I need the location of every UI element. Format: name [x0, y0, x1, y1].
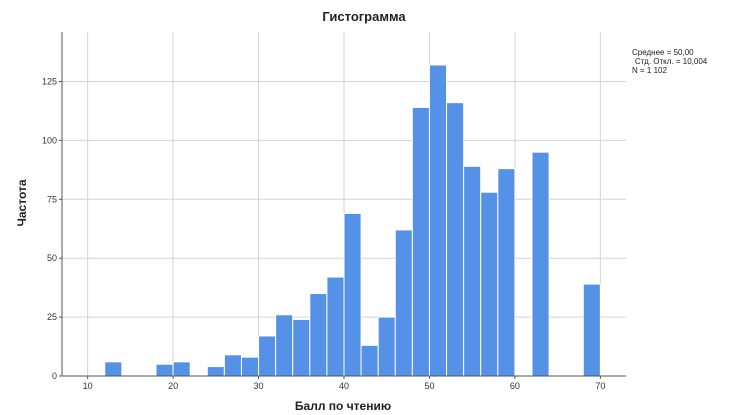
- histogram-bar: [531, 151, 550, 377]
- stats-n: N = 1 102: [632, 66, 667, 75]
- y-tick-label: 100: [42, 135, 57, 145]
- histogram-bar: [275, 314, 294, 377]
- histogram-bar: [309, 293, 328, 377]
- x-tick-label: 50: [424, 381, 434, 391]
- histogram-bar: [497, 168, 516, 377]
- histogram-bar: [377, 316, 396, 377]
- y-axis-label: Частота: [15, 179, 29, 227]
- histogram-bar: [463, 165, 482, 377]
- x-axis-label: Балл по чтению: [294, 399, 392, 413]
- histogram-bar: [480, 191, 499, 377]
- x-tick-label: 40: [339, 381, 349, 391]
- tick-labels: 0 25 50 75 100 125 10 20 30 40 50 60 70: [42, 76, 605, 391]
- histogram-bar: [326, 276, 345, 377]
- histogram-bar: [206, 366, 225, 377]
- histogram-bar: [343, 212, 362, 377]
- y-tick-label: 125: [42, 76, 57, 86]
- x-tick-label: 60: [510, 381, 520, 391]
- y-tick-label: 50: [47, 253, 57, 263]
- histogram-bar: [172, 361, 191, 377]
- histogram-bar: [292, 318, 311, 377]
- x-tick-label: 20: [168, 381, 178, 391]
- histogram-bar: [411, 106, 430, 377]
- histogram-bars: [104, 64, 601, 377]
- histogram-bar: [446, 102, 465, 377]
- y-tick-label: 25: [47, 312, 57, 322]
- histogram-bar: [240, 356, 260, 377]
- histogram-bar: [155, 363, 174, 377]
- histogram-bar: [104, 361, 123, 377]
- histogram-bar: [223, 354, 242, 377]
- x-tick-label: 30: [254, 381, 264, 391]
- x-tick-label: 10: [83, 381, 93, 391]
- axes: [59, 32, 626, 379]
- y-tick-label: 0: [52, 371, 57, 381]
- histogram-bar: [582, 283, 601, 377]
- histogram-bar: [394, 229, 413, 377]
- histogram-bar: [428, 64, 448, 377]
- stats-mean: Среднее = 50,00: [632, 48, 694, 57]
- y-tick-label: 75: [47, 194, 57, 204]
- chart-title: Гистограмма: [322, 9, 406, 24]
- histogram-bar: [258, 335, 277, 377]
- stats-box: Среднее = 50,00 Стд. Откл. = 10,004 N = …: [632, 48, 707, 75]
- stats-sd: Стд. Откл. = 10,004: [635, 57, 708, 66]
- histogram-bar: [360, 344, 379, 377]
- x-tick-label: 70: [595, 381, 605, 391]
